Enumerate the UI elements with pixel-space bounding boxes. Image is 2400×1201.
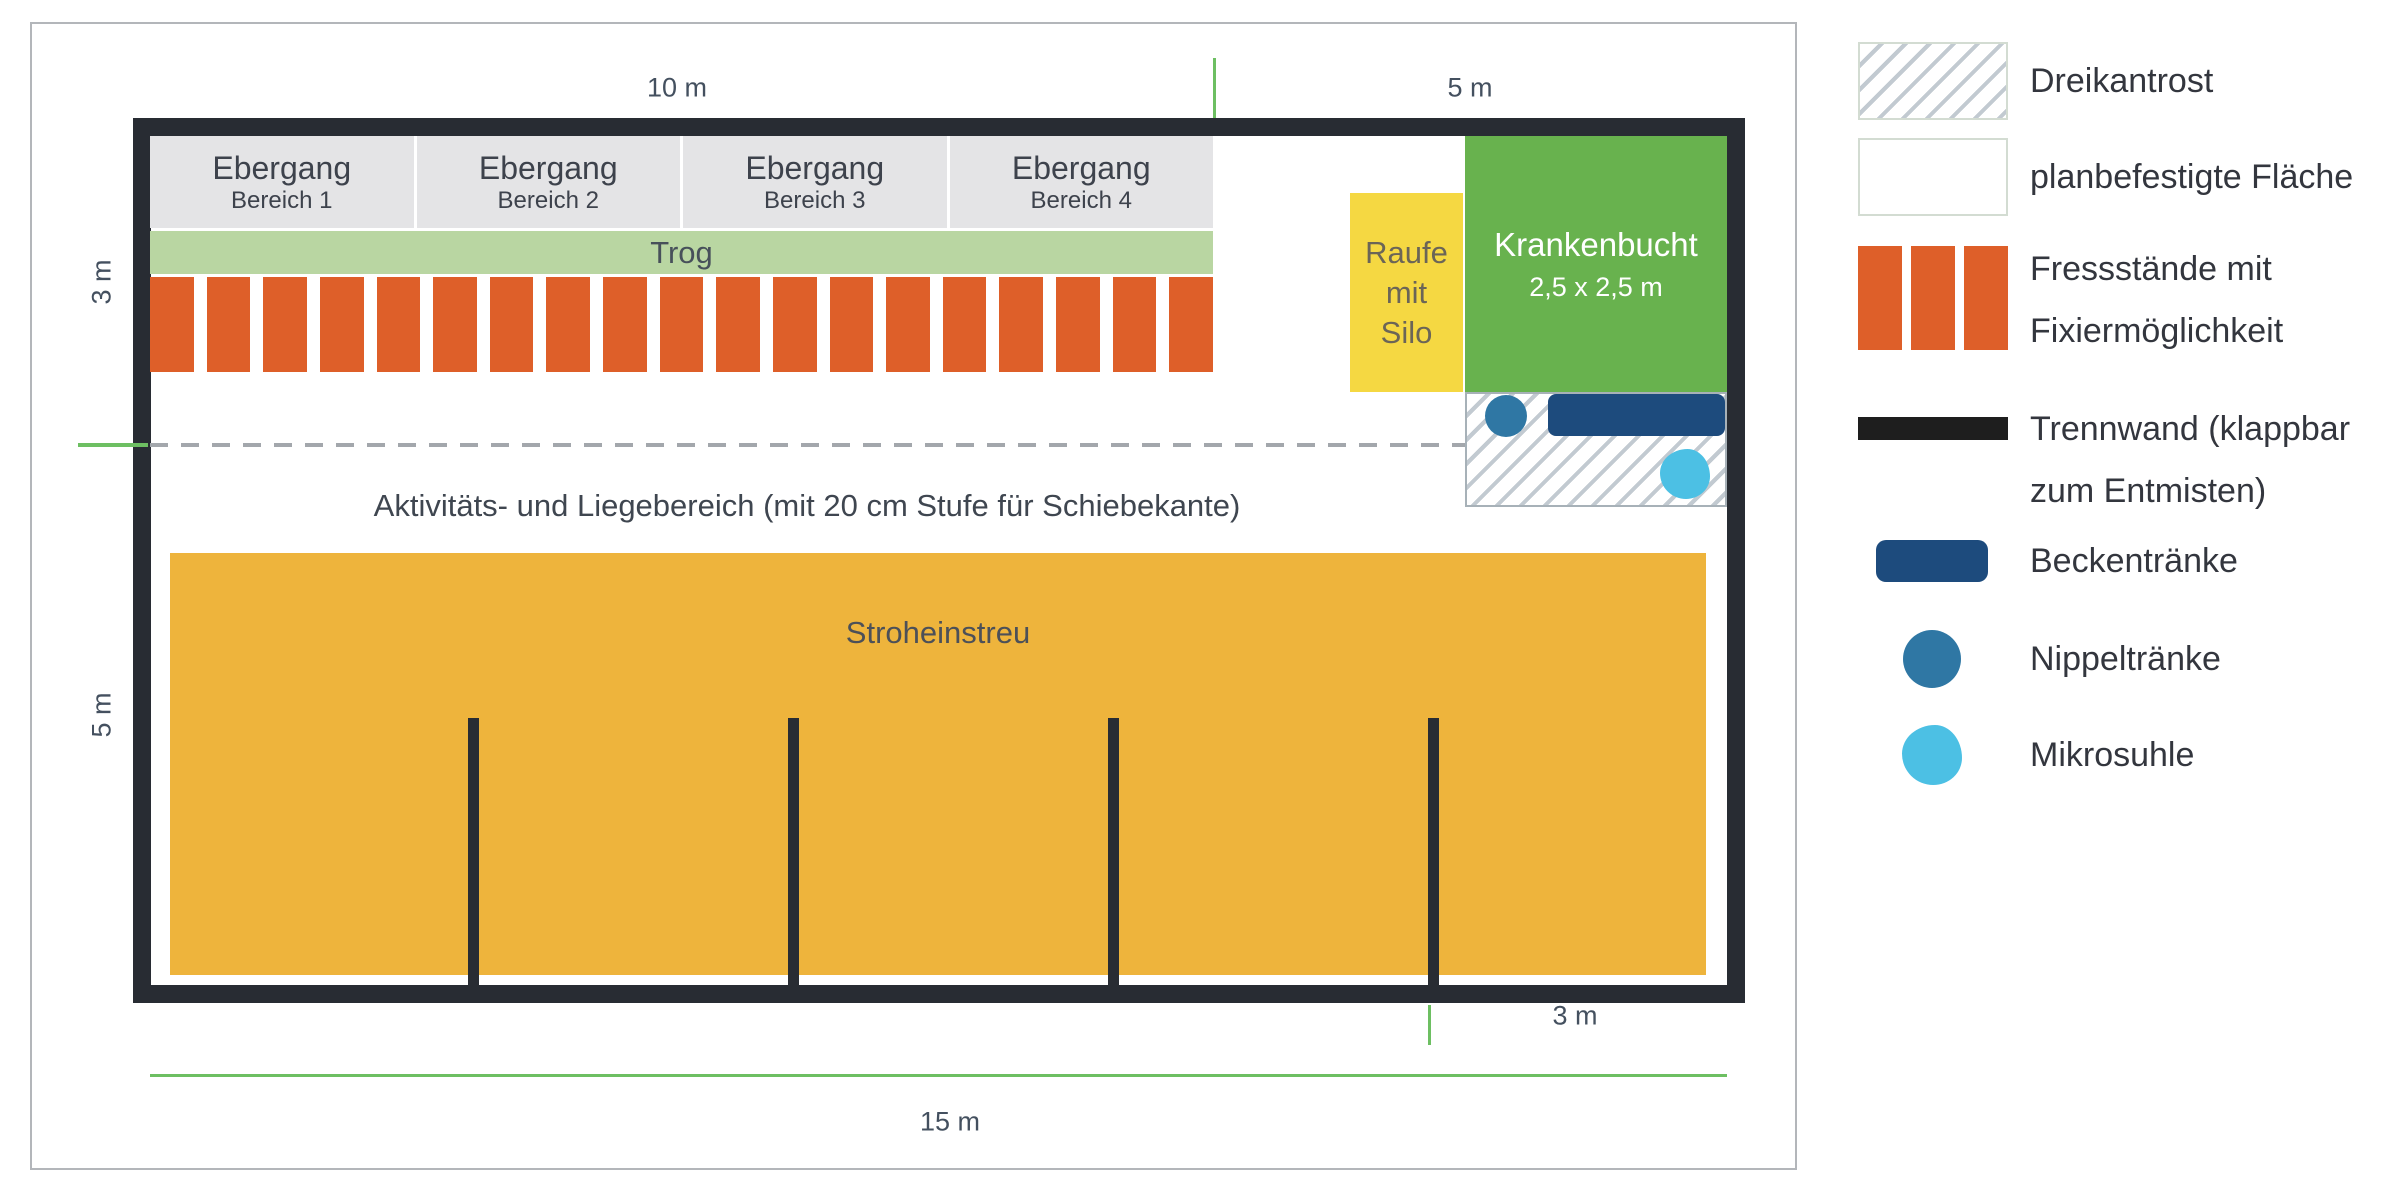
- legend-swatch-planbefestigte-flaeche: [1858, 138, 2008, 216]
- ebergang-area-1: Ebergang Bereich 1: [150, 136, 414, 228]
- dim-label-3m-bottom: 3 m: [1552, 1000, 1598, 1031]
- measure-line-bottom: [150, 1074, 1727, 1077]
- trough-label: Trog: [650, 234, 713, 270]
- feeding-stall-bar: [150, 277, 194, 372]
- partition-wall-2: [788, 718, 799, 995]
- feeding-stall-bar: [206, 277, 251, 372]
- sick-pen-title: Krankenbucht: [1494, 225, 1698, 263]
- sick-pen-size: 2,5 x 2,5 m: [1529, 271, 1663, 302]
- measure-tick-bottom: [1428, 1005, 1431, 1045]
- legend-label-mikrosuhle: Mikrosuhle: [2030, 736, 2195, 774]
- feeding-stall-bar: [319, 277, 364, 372]
- ebergang-title: Ebergang: [212, 149, 352, 186]
- dim-label-3m-left: 3 m: [86, 259, 117, 305]
- pen-walls: [133, 118, 1745, 1003]
- ebergang-title: Ebergang: [478, 149, 618, 186]
- ebergang-area-4: Ebergang Bereich 4: [949, 136, 1213, 228]
- legend-label-line: Fressstände mit: [2030, 250, 2272, 288]
- legend-label-dreikantrost: Dreikantrost: [2030, 62, 2214, 100]
- legend-swatch-dreikantrost: [1858, 42, 2008, 120]
- feeding-stall-bar: [376, 277, 421, 372]
- dashed-step-line: [150, 443, 1465, 447]
- feeding-stall-bar: [999, 277, 1043, 372]
- feeding-stall-bar: [886, 277, 930, 372]
- legend-orange-bar: [1911, 246, 1955, 350]
- straw-bedding-label: Stroheinstreu: [845, 615, 1031, 650]
- hay-rack-label-line: mit: [1385, 274, 1428, 310]
- feeding-stall-bar: [489, 277, 534, 372]
- measure-segment-left: [78, 443, 148, 447]
- ebergang-row: Ebergang Bereich 1 Ebergang Bereich 2 Eb…: [150, 136, 1213, 228]
- trough: Trog: [150, 231, 1213, 274]
- legend-label-line: Fixiermöglichkeit: [2030, 312, 2284, 350]
- ebergang-subtitle: Bereich 3: [764, 186, 866, 214]
- dim-label-5m-left: 5 m: [86, 692, 117, 738]
- feeding-stall-bar: [603, 277, 647, 372]
- measure-tick-top: [1213, 58, 1216, 118]
- partition-wall-1: [468, 718, 479, 995]
- legend-swatch-trennwand: [1858, 417, 2008, 440]
- feeding-stall-bar: [263, 277, 307, 372]
- dim-label-10m: 10 m: [646, 72, 708, 103]
- hay-rack-label-line: Raufe: [1365, 234, 1448, 270]
- legend-label-fressstaende: Fressstände mit Fixiermöglichkeit: [2030, 238, 2283, 362]
- partition-wall-4: [1428, 718, 1439, 995]
- hay-rack: Raufe mit Silo: [1350, 193, 1463, 392]
- ebergang-title: Ebergang: [1011, 149, 1151, 186]
- micro-wallow: [1660, 449, 1710, 499]
- legend-label-nippeltraenke: Nippeltränke: [2030, 640, 2221, 678]
- dim-label-5m-top: 5 m: [1447, 72, 1493, 103]
- legend-swatch-fressstaende: [1858, 246, 2008, 350]
- feeding-stall-bar: [772, 277, 817, 372]
- feeding-stall-bar: [433, 277, 477, 372]
- ebergang-subtitle: Bereich 4: [1030, 186, 1132, 214]
- ebergang-subtitle: Bereich 1: [231, 186, 333, 214]
- legend-label-line: zum Entmisten): [2030, 472, 2267, 510]
- legend-swatch-beckentraenke: [1876, 540, 1988, 582]
- feeding-stall-bar: [1056, 277, 1100, 372]
- ebergang-area-2: Ebergang Bereich 2: [416, 136, 680, 228]
- nipple-drinker: [1485, 395, 1527, 437]
- legend-label-trennwand: Trennwand (klappbar zum Entmisten): [2030, 398, 2350, 522]
- ebergang-subtitle: Bereich 2: [497, 186, 599, 214]
- feeding-stall-bar: [716, 277, 760, 372]
- legend-label-planbefestigte-flaeche: planbefestigte Fläche: [2030, 158, 2354, 196]
- feeding-stall-bar: [1169, 277, 1213, 372]
- legend-swatch-nippeltraenke: [1903, 630, 1961, 688]
- feeding-stall-bar: [659, 277, 704, 372]
- legend-label-beckentraenke: Beckentränke: [2030, 542, 2238, 580]
- partition-wall-3: [1108, 718, 1119, 995]
- ebergang-area-3: Ebergang Bereich 3: [683, 136, 947, 228]
- legend-swatch-mikrosuhle: [1902, 725, 1962, 785]
- legend-label-line: Trennwand (klappbar: [2030, 410, 2351, 448]
- straw-bedding: Stroheinstreu: [170, 553, 1706, 975]
- legend-orange-bar: [1964, 246, 2008, 350]
- feeding-stall-bar: [942, 277, 987, 372]
- feeding-stalls: [150, 277, 1213, 372]
- sick-pen: Krankenbucht 2,5 x 2,5 m: [1465, 136, 1727, 392]
- dim-label-15m: 15 m: [919, 1106, 981, 1137]
- activity-area-label: Aktivitäts- und Liegebereich (mit 20 cm …: [373, 488, 1241, 523]
- basin-drinker: [1548, 394, 1725, 436]
- hay-rack-label-line: Silo: [1380, 314, 1433, 350]
- ebergang-title: Ebergang: [745, 149, 885, 186]
- legend-orange-bar: [1858, 246, 1902, 350]
- feeding-stall-bar: [829, 277, 874, 372]
- feeding-stall-bar: [546, 277, 590, 372]
- feeding-stall-bar: [1112, 277, 1157, 372]
